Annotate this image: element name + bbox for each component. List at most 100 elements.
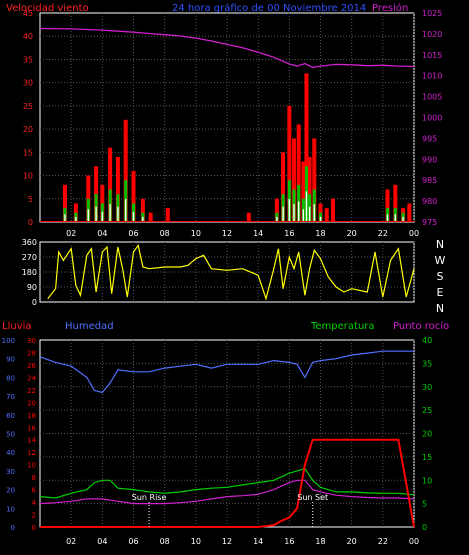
wind-mean-bar xyxy=(288,199,291,222)
wind-mean-bar xyxy=(297,201,300,222)
climate-grid xyxy=(40,340,415,527)
sunset-label: Sun Set xyxy=(297,493,328,502)
wind-axis-ticks: 45 40 35 30 25 20 15 10 5 0 xyxy=(23,9,33,227)
hour-tick-label: 00 xyxy=(409,229,419,238)
wind-mean-bar xyxy=(64,214,66,222)
wind-peak-bar xyxy=(292,138,297,222)
wind-peak-bar xyxy=(108,147,113,222)
header-title: 24 hora gráfico de 00 Noviembre 2014 xyxy=(172,2,366,14)
wind-tick-label: 25 xyxy=(23,102,33,111)
humidity-label: Humedad xyxy=(65,321,114,332)
wind-mean-bar xyxy=(308,206,311,222)
pressure-tick-label: 975 xyxy=(422,218,437,227)
wind-peak-bar xyxy=(281,152,286,222)
wind-direction-line xyxy=(47,243,415,301)
wind-tick-label: 5 xyxy=(28,195,33,204)
wind-peak-bar xyxy=(246,212,251,222)
wind-peak-bar xyxy=(62,184,67,222)
wind-tick-label: 10 xyxy=(23,172,33,181)
hour-tick-label: 08 xyxy=(160,537,170,546)
hour-tick-label: 02 xyxy=(66,229,76,238)
temperature-tick-label: 30 xyxy=(422,383,432,392)
wind-tick-label: 35 xyxy=(23,55,33,64)
rain-tick-label: 2 xyxy=(32,512,36,520)
temperature-tick-label: 35 xyxy=(422,359,432,368)
pressure-tick-label: 1000 xyxy=(422,114,442,123)
pressure-tick-label: 1015 xyxy=(422,51,442,60)
hour-tick-label: 16 xyxy=(284,229,294,238)
wind-tick-label: 0 xyxy=(28,218,33,227)
wind-mean-bar xyxy=(394,214,396,222)
hour-tick-label: 06 xyxy=(128,537,138,546)
rain-tick-label: 4 xyxy=(32,499,37,507)
hour-tick-label: 00 xyxy=(409,537,419,546)
pressure-tick-label: 980 xyxy=(422,197,437,206)
temperature-tick-label: 10 xyxy=(422,476,432,485)
wind-peak-bar xyxy=(301,161,306,222)
humidity-tick-label: 80 xyxy=(6,374,15,382)
wind-mean-bar xyxy=(142,216,144,222)
wind-mean-bar xyxy=(75,216,77,222)
hour-tick-label: 06 xyxy=(128,229,138,238)
humidity-tick-label: 70 xyxy=(6,393,15,401)
hour-tick-label: 20 xyxy=(347,229,357,238)
compass-label: S xyxy=(437,270,444,283)
rain-tick-label: 26 xyxy=(27,362,36,370)
hour-tick-label: 14 xyxy=(253,229,263,238)
humidity-tick-label: 100 xyxy=(2,337,15,345)
wind-mean-bar xyxy=(276,216,278,222)
wind-peak-bar xyxy=(393,184,398,222)
temperature-label: Temperatura xyxy=(310,321,375,332)
hour-tick-label: 18 xyxy=(315,537,325,546)
wind-peak-bar xyxy=(287,105,292,222)
humidity-line xyxy=(39,350,414,394)
wind-peak-bar xyxy=(123,119,128,222)
wind-peak-bar xyxy=(307,156,312,222)
hour-tick-label: 22 xyxy=(378,537,388,546)
wind-mean-bar xyxy=(125,199,127,222)
rain-tick-label: 14 xyxy=(27,437,36,445)
compass-label: N xyxy=(436,238,444,251)
hour-tick-label: 20 xyxy=(347,537,357,546)
wind-peak-bar xyxy=(304,73,309,222)
hour-tick-label: 12 xyxy=(222,537,232,546)
rain-tick-label: 30 xyxy=(27,337,36,345)
hour-tick-label: 18 xyxy=(315,229,325,238)
wind-peak-bar xyxy=(330,198,335,222)
wind-peak-bar xyxy=(115,156,120,222)
temperature-axis-ticks: 40 35 30 25 20 15 10 5 0 xyxy=(422,336,432,532)
rain-tick-label: 18 xyxy=(27,412,36,420)
header-pressure-label: Presión xyxy=(372,2,408,14)
wind-peak-bar xyxy=(385,189,390,222)
humidity-tick-label: 50 xyxy=(6,431,15,439)
pressure-line xyxy=(39,27,415,68)
wind-mean-bar xyxy=(293,204,295,222)
header-wind-label: Velocidad viento xyxy=(6,3,89,14)
compass-label: W xyxy=(435,254,446,267)
direction-tick-label: 360 xyxy=(22,238,37,247)
wind-mean-bar xyxy=(402,216,404,222)
temperature-tick-label: 0 xyxy=(422,523,427,532)
rain-tick-label: 16 xyxy=(27,424,36,432)
hour-tick-label: 10 xyxy=(191,537,201,546)
rain-tick-label: 6 xyxy=(32,487,37,495)
humidity-tick-label: 30 xyxy=(6,468,15,476)
rain-label: Lluvia xyxy=(2,321,32,332)
wind-peak-bar xyxy=(131,170,136,222)
hour-tick-label: 22 xyxy=(378,229,388,238)
pressure-tick-label: 1005 xyxy=(422,93,442,102)
hour-tick-label: 16 xyxy=(284,537,294,546)
dewpoint-line xyxy=(39,479,415,505)
wind-tick-label: 40 xyxy=(23,32,33,41)
wind-tick-label: 45 xyxy=(23,9,33,18)
wind-mean-bar xyxy=(305,191,308,222)
rain-tick-label: 24 xyxy=(27,374,36,382)
direction-tick-label: 180 xyxy=(22,268,37,277)
